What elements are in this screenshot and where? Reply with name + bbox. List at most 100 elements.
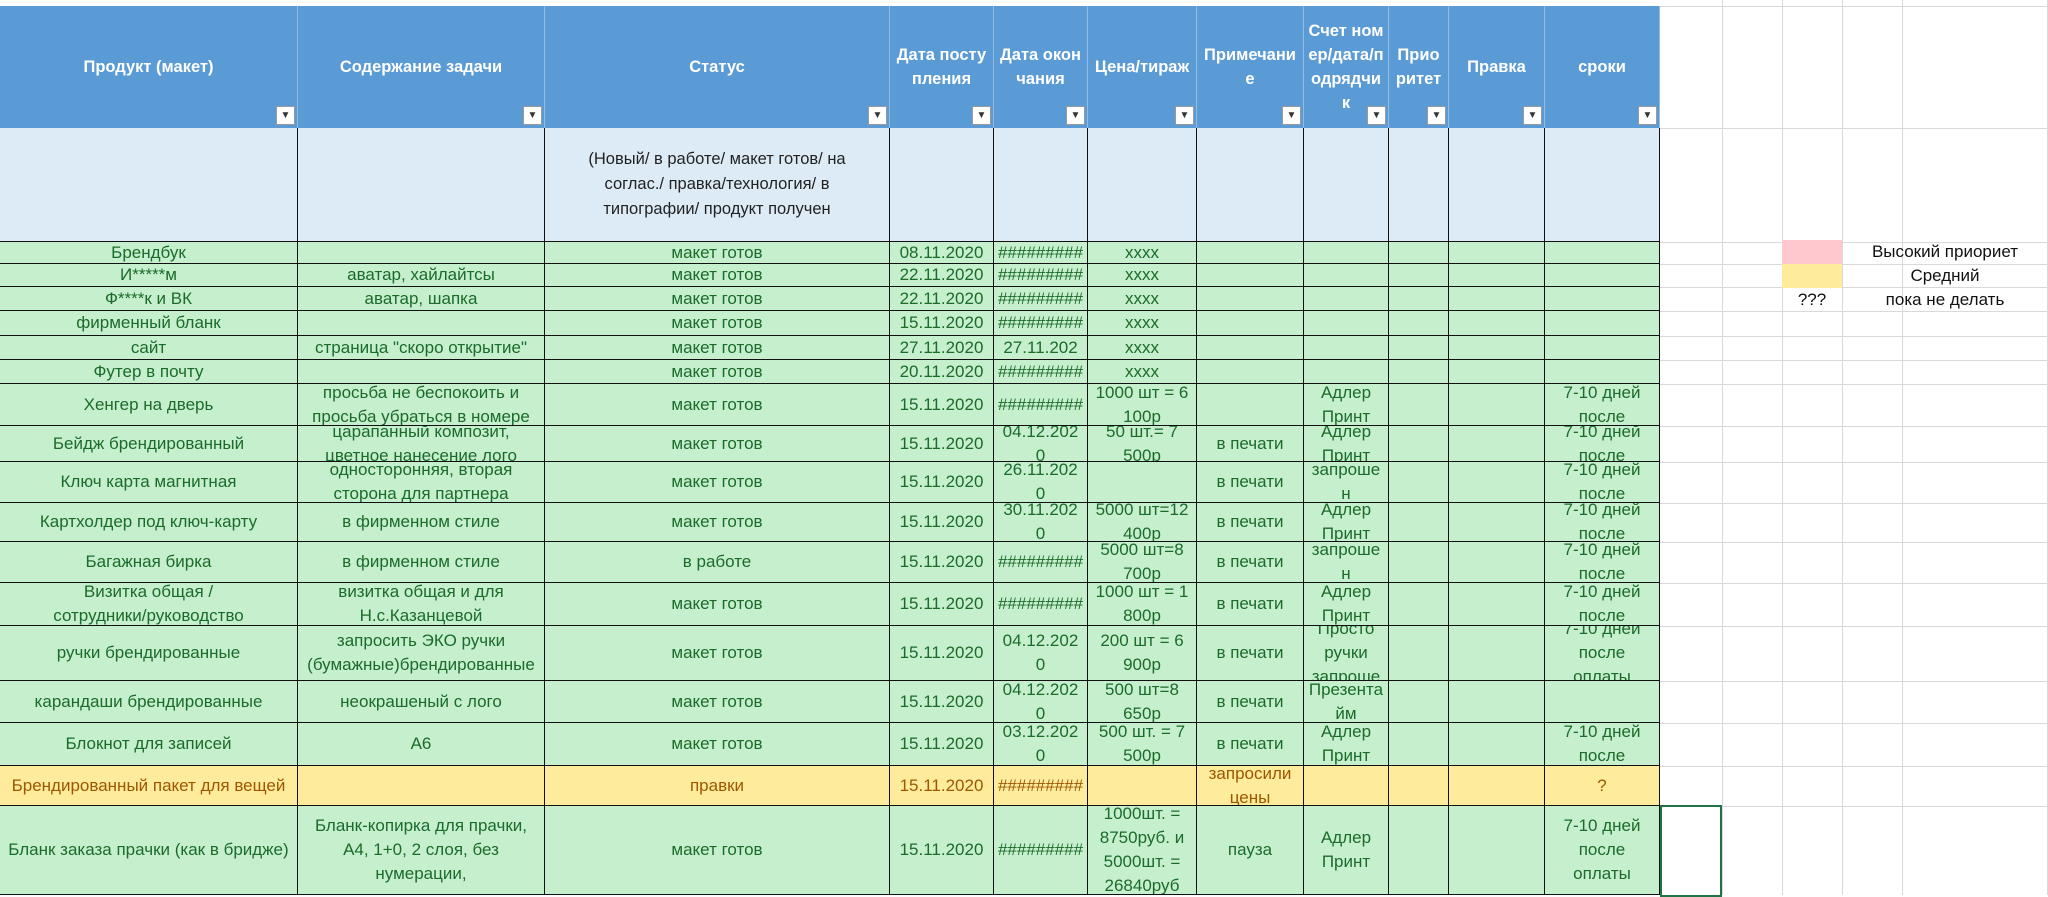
table-cell[interactable]: макет готов bbox=[545, 583, 890, 626]
table-cell[interactable] bbox=[1304, 311, 1389, 336]
table-cell[interactable] bbox=[1545, 264, 1660, 287]
table-cell[interactable]: ######### bbox=[994, 766, 1088, 806]
table-cell[interactable]: запросили цены bbox=[1197, 766, 1304, 806]
table-cell[interactable]: запросить ЭКО ручки (бумажные)брендирова… bbox=[298, 626, 545, 681]
table-cell[interactable]: 7-10 дней после bbox=[1545, 583, 1660, 626]
table-cell[interactable] bbox=[1197, 287, 1304, 311]
table-cell[interactable] bbox=[1197, 311, 1304, 336]
table-cell[interactable]: в печати bbox=[1197, 681, 1304, 723]
hint-cell[interactable] bbox=[1389, 128, 1449, 242]
table-cell[interactable] bbox=[1449, 384, 1545, 426]
table-cell[interactable]: в печати bbox=[1197, 723, 1304, 766]
table-cell[interactable]: 15.11.2020 bbox=[890, 462, 994, 503]
table-cell[interactable]: сайт bbox=[0, 336, 298, 360]
table-cell[interactable] bbox=[298, 311, 545, 336]
table-cell[interactable]: визитка общая и для Н.с.Казанцевой bbox=[298, 583, 545, 626]
table-cell[interactable] bbox=[1389, 287, 1449, 311]
table-cell[interactable]: в фирменном стиле bbox=[298, 503, 545, 542]
filter-dropdown-icon[interactable]: ▼ bbox=[972, 106, 991, 125]
table-cell[interactable]: 1000 шт = 1 800р bbox=[1088, 583, 1197, 626]
table-cell[interactable] bbox=[1197, 242, 1304, 264]
table-cell[interactable]: ######### bbox=[994, 287, 1088, 311]
table-cell[interactable] bbox=[1389, 360, 1449, 384]
table-cell[interactable]: Адлер Принт bbox=[1304, 426, 1389, 462]
table-cell[interactable]: запроше н bbox=[1304, 462, 1389, 503]
table-cell[interactable]: 50 шт.= 7 500р bbox=[1088, 426, 1197, 462]
table-cell[interactable]: 500 шт=8 650р bbox=[1088, 681, 1197, 723]
table-cell[interactable]: 15.11.2020 bbox=[890, 426, 994, 462]
table-cell[interactable]: xxxx bbox=[1088, 311, 1197, 336]
table-cell[interactable]: 15.11.2020 bbox=[890, 681, 994, 723]
table-cell[interactable] bbox=[298, 766, 545, 806]
table-cell[interactable]: 26.11.202 0 bbox=[994, 462, 1088, 503]
hint-cell[interactable] bbox=[1449, 128, 1545, 242]
table-cell[interactable]: макет готов bbox=[545, 462, 890, 503]
table-cell[interactable] bbox=[1088, 462, 1197, 503]
table-cell[interactable]: ######### bbox=[994, 384, 1088, 426]
table-cell[interactable]: макет готов bbox=[545, 806, 890, 895]
table-cell[interactable]: Хенгер на дверь bbox=[0, 384, 298, 426]
table-cell[interactable]: Адлер Принт bbox=[1304, 583, 1389, 626]
table-cell[interactable] bbox=[1389, 626, 1449, 681]
table-cell[interactable] bbox=[1449, 626, 1545, 681]
table-cell[interactable] bbox=[1449, 264, 1545, 287]
filter-dropdown-icon[interactable]: ▼ bbox=[1066, 106, 1085, 125]
table-cell[interactable] bbox=[1449, 336, 1545, 360]
status-hint[interactable]: (Новый/ в работе/ макет готов/ на соглас… bbox=[545, 128, 890, 242]
table-cell[interactable]: Брендбук bbox=[0, 242, 298, 264]
table-cell[interactable]: 15.11.2020 bbox=[890, 311, 994, 336]
table-cell[interactable]: ######### bbox=[994, 806, 1088, 895]
hint-cell[interactable] bbox=[1545, 128, 1660, 242]
table-cell[interactable]: в работе bbox=[545, 542, 890, 583]
table-cell[interactable]: 200 шт = 6 900р bbox=[1088, 626, 1197, 681]
table-cell[interactable]: 5000 шт=12 400р bbox=[1088, 503, 1197, 542]
table-cell[interactable]: 15.11.2020 bbox=[890, 503, 994, 542]
table-cell[interactable]: Бейдж брендированный bbox=[0, 426, 298, 462]
table-cell[interactable] bbox=[1389, 426, 1449, 462]
filter-dropdown-icon[interactable]: ▼ bbox=[1175, 106, 1194, 125]
table-cell[interactable]: 22.11.2020 bbox=[890, 287, 994, 311]
table-cell[interactable]: 04.12.202 0 bbox=[994, 681, 1088, 723]
table-cell[interactable]: ######### bbox=[994, 264, 1088, 287]
table-cell[interactable]: фирменный бланк bbox=[0, 311, 298, 336]
table-cell[interactable]: страница "скоро открытие" bbox=[298, 336, 545, 360]
table-cell[interactable]: в печати bbox=[1197, 462, 1304, 503]
filter-dropdown-icon[interactable]: ▼ bbox=[523, 106, 542, 125]
table-cell[interactable]: ? bbox=[1545, 766, 1660, 806]
table-cell[interactable]: 1000 шт = 6 100р bbox=[1088, 384, 1197, 426]
hint-cell[interactable] bbox=[1197, 128, 1304, 242]
table-cell[interactable]: 15.11.2020 bbox=[890, 384, 994, 426]
table-cell[interactable]: Бланк-копирка для прачки, А4, 1+0, 2 сло… bbox=[298, 806, 545, 895]
table-cell[interactable]: в печати bbox=[1197, 426, 1304, 462]
table-cell[interactable]: Визитка общая / сотрудники/руководство bbox=[0, 583, 298, 626]
table-cell[interactable] bbox=[1304, 242, 1389, 264]
table-cell[interactable]: ручки брендированные bbox=[0, 626, 298, 681]
table-cell[interactable]: макет готов bbox=[545, 426, 890, 462]
table-cell[interactable] bbox=[1197, 264, 1304, 287]
table-cell[interactable] bbox=[298, 242, 545, 264]
filter-dropdown-icon[interactable]: ▼ bbox=[1282, 106, 1301, 125]
table-cell[interactable] bbox=[1197, 336, 1304, 360]
table-cell[interactable]: аватар, шапка bbox=[298, 287, 545, 311]
table-cell[interactable]: 04.12.202 0 bbox=[994, 626, 1088, 681]
table-cell[interactable]: 30.11.202 0 bbox=[994, 503, 1088, 542]
table-cell[interactable]: Брендированный пакет для вещей bbox=[0, 766, 298, 806]
table-cell[interactable] bbox=[1389, 242, 1449, 264]
hint-cell[interactable] bbox=[994, 128, 1088, 242]
table-cell[interactable]: 04.12.202 0 bbox=[994, 426, 1088, 462]
table-cell[interactable] bbox=[1545, 311, 1660, 336]
table-cell[interactable] bbox=[1449, 583, 1545, 626]
table-cell[interactable]: 7-10 дней после bbox=[1545, 426, 1660, 462]
table-cell[interactable]: 7-10 дней после bbox=[1545, 384, 1660, 426]
table-cell[interactable]: макет готов bbox=[545, 723, 890, 766]
table-cell[interactable]: 7-10 дней после оплаты bbox=[1545, 626, 1660, 681]
table-cell[interactable]: xxxx bbox=[1088, 287, 1197, 311]
table-cell[interactable]: 15.11.2020 bbox=[890, 806, 994, 895]
table-cell[interactable]: в печати bbox=[1197, 626, 1304, 681]
table-cell[interactable] bbox=[1545, 287, 1660, 311]
table-cell[interactable]: 15.11.2020 bbox=[890, 766, 994, 806]
table-cell[interactable]: Картхолдер под ключ-карту bbox=[0, 503, 298, 542]
column-header[interactable]: Содержание задачи bbox=[298, 6, 545, 128]
table-cell[interactable]: xxxx bbox=[1088, 360, 1197, 384]
filter-dropdown-icon[interactable]: ▼ bbox=[1427, 106, 1446, 125]
